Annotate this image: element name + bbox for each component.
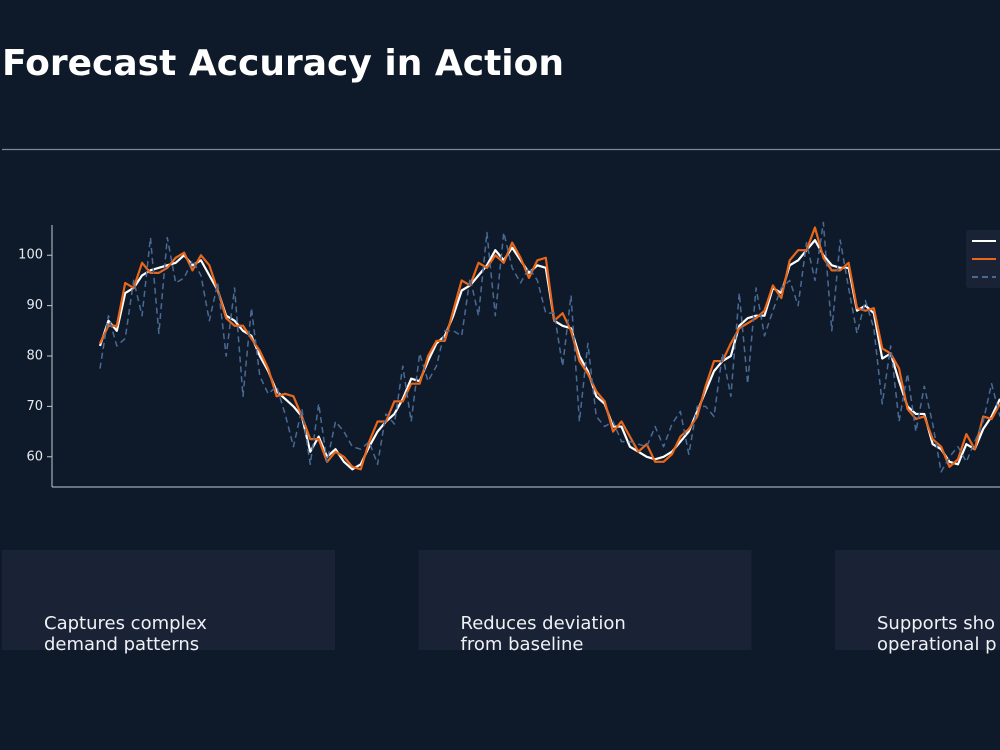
y-tick-label: 60	[26, 449, 43, 464]
card	[835, 550, 1000, 650]
card-text: from baseline	[461, 634, 584, 655]
legend	[966, 230, 1000, 288]
card-text: operational p	[877, 634, 997, 655]
y-tick-label: 100	[18, 248, 43, 263]
series-line	[99, 226, 1000, 471]
y-tick-label: 80	[26, 349, 43, 364]
series-line	[98, 239, 1000, 471]
chart: 60 70 80 90 100	[18, 221, 1000, 488]
y-tick-label: 70	[26, 399, 43, 414]
y-tick-label: 90	[26, 298, 43, 313]
card-text: Captures complex	[44, 613, 207, 634]
card-text: demand patterns	[44, 634, 199, 655]
card-text: Supports sho	[877, 613, 995, 634]
card-text: Reduces deviation	[461, 613, 626, 634]
card	[418, 550, 752, 650]
slide-title: Forecast Accuracy in Action	[2, 43, 564, 84]
series-line	[99, 221, 1000, 473]
card	[2, 550, 335, 650]
